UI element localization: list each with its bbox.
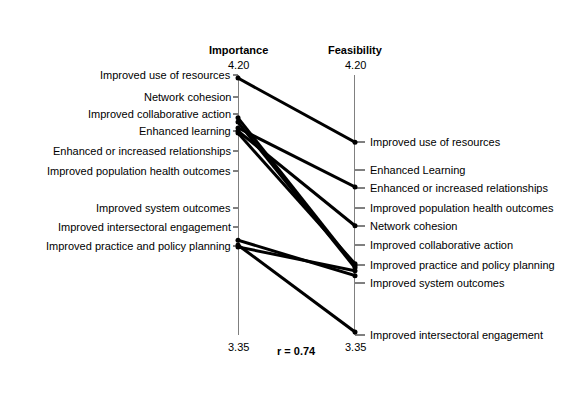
svg-text:Enhanced Learning: Enhanced Learning [370, 164, 465, 176]
svg-text:Network cohesion: Network cohesion [144, 91, 231, 103]
svg-text:Importance: Importance [209, 44, 268, 56]
svg-text:3.35: 3.35 [228, 341, 249, 353]
svg-text:Improved population health out: Improved population health outcomes [47, 165, 231, 177]
svg-text:Improved intersectoral engagem: Improved intersectoral engagement [58, 221, 231, 233]
svg-text:Network cohesion: Network cohesion [370, 220, 457, 232]
svg-text:Improved practice and policy p: Improved practice and policy planning [46, 240, 231, 252]
svg-text:Improved intersectoral engagem: Improved intersectoral engagement [370, 329, 543, 341]
svg-text:Improved system outcomes: Improved system outcomes [96, 202, 231, 214]
svg-text:Improved system outcomes: Improved system outcomes [370, 277, 505, 289]
svg-text:Improved use of resources: Improved use of resources [370, 136, 501, 148]
svg-text:r = 0.74: r = 0.74 [277, 345, 316, 357]
svg-text:3.35: 3.35 [345, 341, 366, 353]
svg-text:Improved practice and policy p: Improved practice and policy planning [370, 259, 555, 271]
svg-text:4.20: 4.20 [345, 59, 366, 71]
svg-text:Feasibility: Feasibility [328, 44, 383, 56]
svg-text:4.20: 4.20 [228, 59, 249, 71]
svg-text:Improved use of resources: Improved use of resources [100, 69, 231, 81]
svg-text:Enhanced or increased relation: Enhanced or increased relationships [53, 145, 231, 157]
svg-text:Improved collaborative action: Improved collaborative action [370, 239, 513, 251]
svg-text:Enhanced or increased relation: Enhanced or increased relationships [370, 182, 548, 194]
svg-text:Enhanced learning: Enhanced learning [139, 125, 231, 137]
svg-text:Improved collaborative action: Improved collaborative action [88, 108, 231, 120]
svg-text:Improved population health out: Improved population health outcomes [370, 202, 554, 214]
